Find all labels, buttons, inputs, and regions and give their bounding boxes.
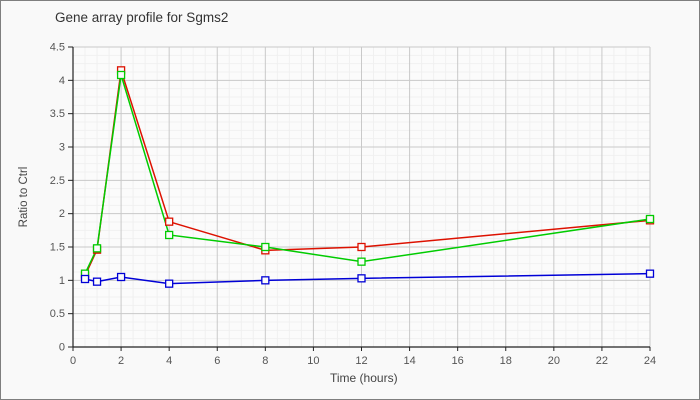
chart-title: Gene array profile for Sgms2 bbox=[55, 10, 229, 25]
y-tick-label: 1 bbox=[59, 275, 65, 287]
x-tick-label: 2 bbox=[118, 355, 124, 367]
series-green-marker bbox=[92, 244, 102, 253]
series-blue-marker bbox=[116, 272, 126, 282]
x-tick-label: 24 bbox=[644, 355, 656, 367]
y-tick-label: 1.5 bbox=[50, 242, 65, 254]
y-tick-label: 4 bbox=[59, 75, 65, 87]
x-tick-label: 16 bbox=[452, 355, 464, 367]
y-axis-title: Ratio to Ctrl bbox=[18, 166, 30, 228]
x-tick-label: 6 bbox=[214, 355, 220, 367]
series-blue-marker bbox=[165, 279, 174, 288]
y-tick-label: 2 bbox=[59, 208, 65, 220]
x-tick-label: 12 bbox=[355, 355, 367, 367]
x-tick-label: 8 bbox=[262, 355, 268, 367]
x-tick-label: 10 bbox=[307, 355, 319, 367]
series-green-marker bbox=[116, 70, 126, 80]
series-red-marker bbox=[165, 217, 174, 226]
x-tick-label: 4 bbox=[166, 355, 172, 367]
y-tick-label: 0 bbox=[59, 342, 65, 354]
series-blue-marker bbox=[357, 274, 366, 283]
series-green-marker bbox=[645, 214, 655, 224]
series-blue-marker bbox=[645, 269, 655, 278]
y-tick-label: 3.5 bbox=[50, 108, 65, 120]
series-blue-marker bbox=[80, 274, 90, 284]
y-tick-label: 3 bbox=[59, 142, 65, 154]
series-blue-marker bbox=[261, 276, 270, 285]
x-tick-label: 18 bbox=[500, 355, 512, 367]
series-green-marker bbox=[357, 257, 366, 266]
y-tick-label: 0.5 bbox=[50, 308, 65, 320]
series-green-marker bbox=[165, 230, 174, 240]
y-tick-label: 4.5 bbox=[50, 42, 65, 54]
series-red-marker bbox=[357, 242, 366, 252]
x-tick-label: 22 bbox=[596, 355, 608, 367]
x-tick-label: 20 bbox=[548, 355, 560, 367]
series-green-marker bbox=[261, 242, 270, 252]
series-blue-marker bbox=[92, 277, 102, 286]
y-tick-label: 2.5 bbox=[50, 175, 65, 187]
x-tick-label: 0 bbox=[70, 355, 76, 367]
x-tick-label: 14 bbox=[403, 355, 415, 367]
x-axis-title: Time (hours) bbox=[330, 371, 398, 385]
